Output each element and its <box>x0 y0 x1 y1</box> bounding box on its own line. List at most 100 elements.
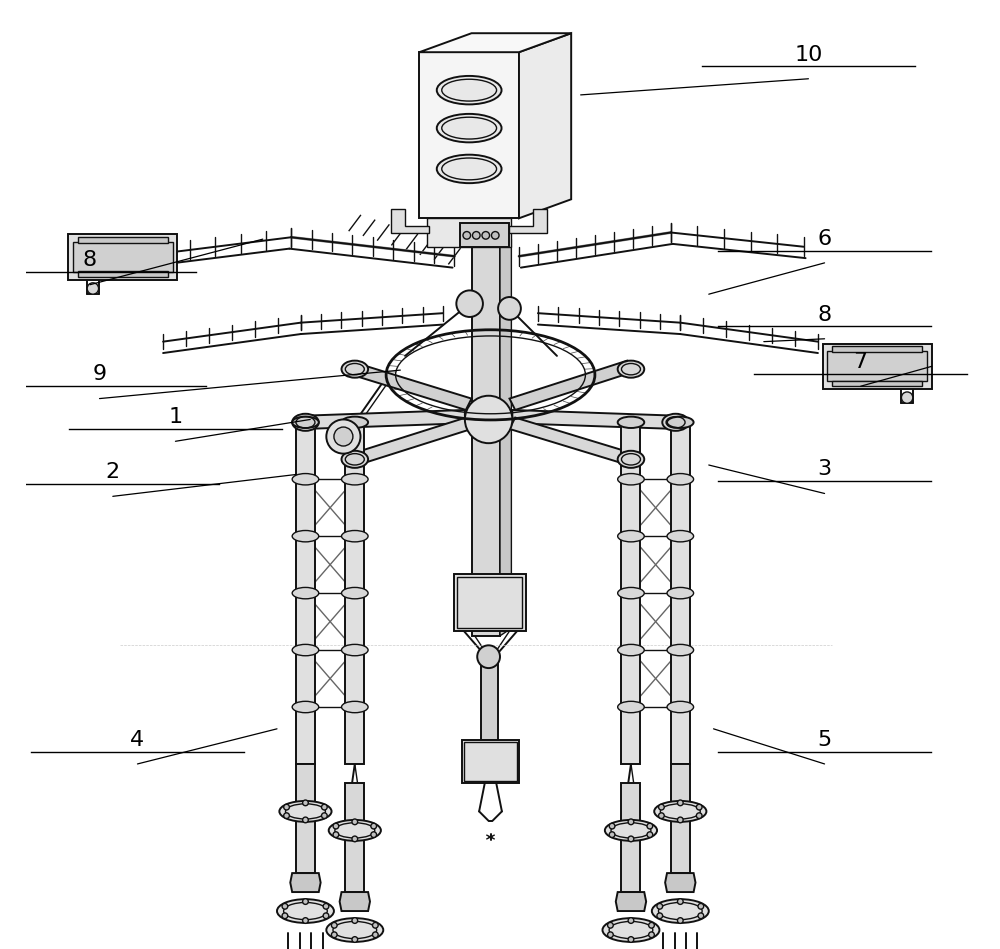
Bar <box>345 830 364 892</box>
Circle shape <box>326 419 360 454</box>
Circle shape <box>647 831 653 838</box>
Circle shape <box>696 812 702 818</box>
Bar <box>296 764 315 811</box>
Polygon shape <box>509 418 634 465</box>
Circle shape <box>608 932 613 938</box>
Circle shape <box>628 918 634 923</box>
Circle shape <box>373 932 378 938</box>
Polygon shape <box>616 892 646 911</box>
Ellipse shape <box>437 155 502 183</box>
Bar <box>427 218 511 247</box>
Circle shape <box>659 804 664 810</box>
Polygon shape <box>352 363 472 410</box>
Circle shape <box>282 903 288 909</box>
Text: 10: 10 <box>794 45 823 65</box>
Ellipse shape <box>342 474 368 485</box>
Ellipse shape <box>437 76 502 104</box>
Circle shape <box>677 899 683 904</box>
Bar <box>671 422 690 764</box>
Bar <box>621 783 640 830</box>
Ellipse shape <box>652 900 709 922</box>
Polygon shape <box>305 410 465 429</box>
Ellipse shape <box>342 530 368 542</box>
Ellipse shape <box>618 474 644 485</box>
Bar <box>481 660 498 740</box>
Circle shape <box>677 800 683 806</box>
Ellipse shape <box>437 114 502 142</box>
Ellipse shape <box>618 701 644 713</box>
Circle shape <box>657 913 663 919</box>
Polygon shape <box>419 33 571 52</box>
Ellipse shape <box>667 587 694 599</box>
Circle shape <box>371 824 377 829</box>
Bar <box>345 783 364 830</box>
Ellipse shape <box>618 587 644 599</box>
Bar <box>621 830 640 892</box>
Ellipse shape <box>292 474 319 485</box>
Circle shape <box>334 427 353 446</box>
Ellipse shape <box>342 361 368 378</box>
Bar <box>462 740 519 783</box>
Polygon shape <box>340 892 370 911</box>
Text: 5: 5 <box>817 730 832 750</box>
Circle shape <box>677 918 683 923</box>
Circle shape <box>609 831 615 838</box>
Ellipse shape <box>279 801 332 822</box>
Ellipse shape <box>602 919 659 941</box>
Text: 7: 7 <box>854 352 868 372</box>
Ellipse shape <box>292 587 319 599</box>
Circle shape <box>465 396 512 443</box>
Bar <box>827 351 927 381</box>
Bar <box>823 344 932 389</box>
Ellipse shape <box>667 474 694 485</box>
Polygon shape <box>519 33 571 218</box>
Bar <box>671 811 690 873</box>
Circle shape <box>628 836 634 842</box>
Circle shape <box>331 932 337 938</box>
Polygon shape <box>352 418 472 465</box>
Bar <box>464 742 517 781</box>
Ellipse shape <box>667 530 694 542</box>
Ellipse shape <box>662 414 689 431</box>
Circle shape <box>698 903 704 909</box>
Circle shape <box>322 812 327 818</box>
Ellipse shape <box>667 417 694 428</box>
Circle shape <box>352 918 358 923</box>
Circle shape <box>323 903 329 909</box>
Bar <box>73 242 173 272</box>
Bar <box>832 381 922 386</box>
Circle shape <box>696 804 702 810</box>
Circle shape <box>498 297 521 320</box>
Circle shape <box>456 290 483 317</box>
Circle shape <box>659 812 664 818</box>
Circle shape <box>333 824 339 829</box>
Bar <box>296 422 315 764</box>
Polygon shape <box>512 410 676 429</box>
Circle shape <box>333 831 339 838</box>
Circle shape <box>323 913 329 919</box>
Ellipse shape <box>618 417 644 428</box>
Bar <box>68 234 177 280</box>
Ellipse shape <box>292 417 319 428</box>
Circle shape <box>352 836 358 842</box>
Bar <box>454 574 526 631</box>
Circle shape <box>649 932 654 938</box>
Polygon shape <box>391 209 429 233</box>
Polygon shape <box>509 209 547 233</box>
Circle shape <box>698 913 704 919</box>
Text: 1: 1 <box>168 407 183 427</box>
Ellipse shape <box>329 820 381 841</box>
Bar <box>671 764 690 811</box>
Bar <box>460 223 509 247</box>
Bar <box>78 237 168 243</box>
Ellipse shape <box>292 644 319 656</box>
Ellipse shape <box>342 701 368 713</box>
Text: 3: 3 <box>817 459 832 479</box>
Ellipse shape <box>277 900 334 922</box>
Ellipse shape <box>618 361 644 378</box>
Circle shape <box>373 922 378 928</box>
Circle shape <box>628 819 634 825</box>
Circle shape <box>284 804 289 810</box>
Circle shape <box>608 922 613 928</box>
Polygon shape <box>419 52 519 218</box>
